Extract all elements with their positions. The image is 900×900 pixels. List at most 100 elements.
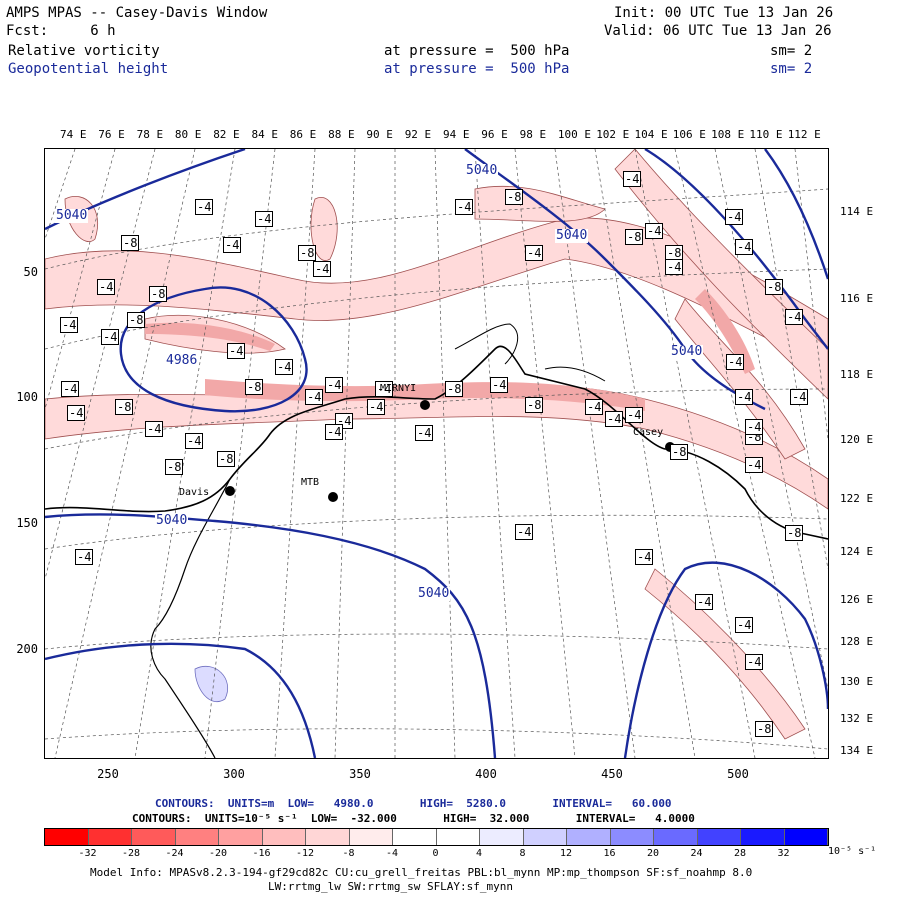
x-tick-450: 450 [601,767,623,781]
right-lon-label: 126 E [840,593,874,606]
top-lon-label: 76 E [98,128,125,141]
vorticity-contour-label: -4 [375,381,394,397]
top-lon-label: 100 E [557,128,592,141]
vorticity-contour-label: -8 [670,444,689,460]
colorbar-swatch [349,829,393,845]
x-tick-250: 250 [97,767,119,781]
colorbar-tick-label: -20 [208,848,228,859]
vorticity-contour-label: -8 [115,399,134,415]
model-info-line2: LW:rrtmg_lw SW:rrtmg_sw SFLAY:sf_mynn [268,880,514,893]
right-lon-label: 134 E [840,744,874,757]
top-lon-label: 104 E [634,128,668,141]
x-tick-500: 500 [727,767,749,781]
vorticity-contour-label: -4 [97,279,116,295]
x-tick-400: 400 [475,767,497,781]
vorticity-contour-label: -4 [625,407,644,423]
vorticity-contour-label: -4 [725,209,744,225]
top-lon-label: 102 E [596,128,630,141]
vorticity-contour-label: -8 [149,286,168,302]
colorbar-tick-label: -8 [342,848,355,859]
x-tick-350: 350 [349,767,371,781]
vorticity-contour-label: -8 [665,245,684,261]
vorticity-contour-label: -8 [165,459,184,475]
height-label: 5040 [465,163,499,178]
plot-title: AMPS MPAS -- Casey-Davis Window [6,5,268,21]
colorbar-units: 10⁻⁵ s⁻¹ [828,846,877,857]
vorticity-contour-label: -4 [185,433,204,449]
right-lon-label: 122 E [840,492,874,505]
map-graphics [45,149,828,758]
forecast-hour: Fcst: 6 h [6,23,116,39]
vorticity-contour-label: -8 [755,721,774,737]
right-lon-label: 132 E [840,712,874,725]
top-lon-label: 80 E [174,128,202,141]
vorticity-contour-label: -8 [525,397,544,413]
field1-level: at pressure = 500 hPa [384,43,570,59]
station-mirnyi: MIRNYI [380,383,417,394]
vorticity-contour-label: -4 [623,171,642,187]
valid-time: Valid: 06 UTC Tue 13 Jan 26 [604,23,832,39]
init-time: Init: 00 UTC Tue 13 Jan 26 [614,5,834,21]
vorticity-contour-label: -4 [585,399,604,415]
top-lon-label: 92 E [404,128,432,141]
height-contour-info: CONTOURS: UNITS=m LOW= 4980.0 HIGH= 5280… [155,797,672,810]
vorticity-contour-label: -4 [735,617,754,633]
vorticity-contour-label: -4 [745,457,764,473]
colorbar-swatch [306,829,350,845]
vorticity-contour-label: -8 [445,381,464,397]
colorbar-tick-label: 24 [690,848,703,859]
colorbar-tick-label: -24 [165,848,184,859]
colorbar-tick-label: 0 [432,848,439,859]
colorbar-tick-label: -32 [78,848,97,859]
field2-sm: sm= 2 [770,61,813,77]
map-panel[interactable]: 5040 5040 5040 4986 5040 5040 5040 -4 -8-… [44,148,829,759]
height-label: 5040 [417,586,451,601]
vorticity-contour-label: -4 [785,309,804,325]
colorbar-tick-label: 4 [475,848,483,859]
colorbar-tick-label: 32 [777,848,790,859]
colorbar-swatch [88,829,132,845]
vorticity-contour-label: -4 [735,239,754,255]
y-tick-50: 50 [23,265,38,279]
vorticity-contour-label: -4 [275,359,294,375]
top-lon-label: 94 E [443,128,470,141]
vorticity-core [145,289,755,411]
vorticity-contour-label: -4 [195,199,214,215]
colorbar-swatch [697,829,741,845]
top-lon-label: 82 E [213,128,240,141]
colorbar-tick-label: 28 [733,848,747,859]
right-lon-label: 124 E [840,545,874,558]
vorticity-contour-label: -4 [367,399,386,415]
top-lon-label: 78 E [136,128,164,141]
top-lon-label: 88 E [328,128,355,141]
colorbar-swatch [523,829,567,845]
colorbar [44,828,829,846]
vorticity-contour-label: -4 [635,549,654,565]
right-lon-label: 116 E [840,292,874,305]
model-info-line1: Model Info: MPASv8.2.3-194-gf29cd82c CU:… [90,866,753,879]
top-lon-label: 96 E [481,128,508,141]
field1-name: Relative vorticity [8,43,160,59]
vorticity-contour-label: -4 [60,317,79,333]
colorbar-swatch [654,829,698,845]
colorbar-tick-label: -28 [121,848,141,859]
field2-level: at pressure = 500 hPa [384,61,570,77]
vorticity-contour-label: -4 [305,389,324,405]
right-lon-label: 118 E [840,368,874,381]
vorticity-contour-label: -4 [645,223,664,239]
top-lon-label: 90 E [366,128,393,141]
height-label: 5040 [155,513,189,528]
vorticity-contour-label: -8 [121,235,140,251]
top-lon-label: 110 E [749,128,783,141]
colorbar-swatch [45,829,89,845]
top-lon-label: 74 E [60,128,87,141]
top-lon-label: 112 E [787,128,821,141]
vorticity-contour-label: -8 [505,189,524,205]
vorticity-contour-label: -4 [223,237,242,253]
vorticity-contour-label: -8 [625,229,644,245]
right-lon-label: 130 E [840,675,874,688]
top-lon-label: 108 E [711,128,745,141]
vorticity-contour-label: -4 [515,524,534,540]
vorticity-contour-label: -8 [765,279,784,295]
vorticity-contour-label: -4 [665,259,684,275]
